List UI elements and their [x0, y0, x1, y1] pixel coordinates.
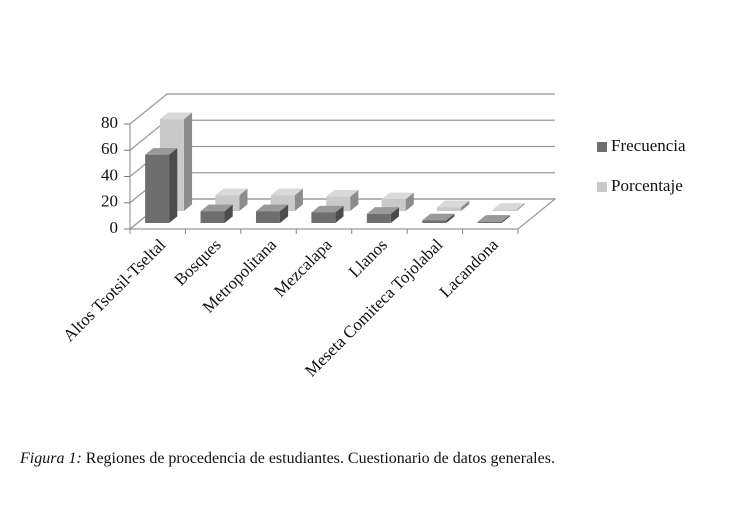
bar-side	[224, 204, 233, 223]
bar	[145, 148, 178, 223]
bar-side	[461, 200, 470, 211]
legend-swatch	[597, 182, 607, 192]
bar-front	[492, 209, 517, 211]
bar-side-shade	[446, 213, 455, 223]
x-tick-label: Mezcalapa	[270, 235, 336, 301]
bar	[477, 215, 510, 223]
bar-top-shade	[437, 200, 470, 208]
bar	[270, 188, 303, 211]
bar-side-shade	[183, 112, 193, 211]
bar-top-shade	[159, 112, 193, 120]
bar-top-shade	[255, 204, 289, 212]
bar-front	[255, 211, 280, 223]
bar-side	[279, 204, 289, 223]
bar-top	[366, 207, 399, 214]
bar-side	[446, 213, 455, 223]
bar-top	[437, 200, 470, 208]
bar-side	[501, 215, 510, 223]
bar	[311, 205, 344, 223]
bar-front	[477, 221, 502, 223]
bar-side	[169, 148, 178, 223]
bar-side-shade	[501, 215, 510, 223]
bar-top	[477, 215, 510, 222]
bar-side-shade	[335, 205, 344, 223]
bar-top	[381, 192, 414, 200]
bar-top-shade	[215, 188, 248, 196]
bar-top	[200, 204, 233, 212]
bar-top-shade	[270, 188, 303, 196]
bar-front	[437, 207, 462, 211]
y-tick-label: 40	[101, 165, 118, 184]
bar-front	[200, 211, 225, 223]
bar-side	[239, 188, 248, 211]
x-tick-label: Llanos	[345, 235, 391, 281]
bar-side-shade	[516, 203, 525, 211]
bar-top	[422, 213, 455, 221]
bar-front	[366, 213, 391, 223]
bar-top	[215, 188, 248, 196]
bar-side	[350, 189, 359, 211]
bar	[492, 203, 525, 211]
legend-swatch	[597, 142, 607, 152]
bar-top	[270, 188, 303, 196]
bar-side	[405, 192, 414, 211]
grid-line	[129, 145, 555, 177]
bar-side-shade	[461, 200, 470, 211]
bar-top	[311, 205, 344, 213]
bar-side	[294, 188, 303, 211]
bar-top	[255, 204, 289, 212]
caption: Figura 1: Regiones de procedencia de estu…	[20, 450, 555, 468]
y-tick-label: 60	[101, 139, 118, 158]
bar-top-shade	[326, 189, 359, 197]
grid-line	[129, 119, 555, 151]
y-tick-label: 0	[110, 218, 119, 237]
bar-top-shade	[311, 205, 344, 213]
bar-side-shade	[350, 189, 359, 211]
bar	[200, 204, 233, 223]
bar-front	[145, 154, 170, 223]
bar	[255, 204, 289, 223]
x-tick-label: Lacandona	[436, 235, 502, 301]
bar	[215, 188, 248, 211]
bar-top-shade	[422, 213, 455, 221]
bar-side-shade	[224, 204, 233, 223]
bar-front	[311, 212, 336, 223]
bar-side	[335, 205, 344, 223]
y-tick-label: 20	[101, 192, 118, 211]
bar-top-shade	[381, 192, 414, 200]
bar-side-shade	[390, 207, 399, 223]
bar	[422, 213, 455, 223]
caption-label: Figura 1:	[20, 450, 82, 467]
bar-side-shade	[279, 204, 289, 223]
bar-top	[492, 203, 525, 210]
bar-top-shade	[366, 207, 399, 214]
bar-side-shade	[169, 148, 178, 223]
bar	[326, 189, 359, 211]
bar-top-shade	[200, 204, 233, 212]
grid-line	[129, 93, 555, 125]
bar-top	[145, 148, 178, 155]
bar-side	[516, 203, 525, 211]
bar-top	[159, 112, 193, 120]
bar-top-shade	[477, 215, 510, 222]
bar-side-shade	[239, 188, 248, 211]
bar-side-shade	[294, 188, 303, 211]
bar-top-shade	[145, 148, 178, 155]
caption-text: Regiones de procedencia de estudiantes. …	[85, 450, 555, 467]
bar-side	[390, 207, 399, 223]
bar-side	[183, 112, 193, 211]
x-tick-label: Altos Tsotsil-Tseltal	[59, 235, 169, 345]
bar	[366, 207, 399, 223]
legend-label: Porcentaje	[611, 176, 683, 195]
legend-label: Frecuencia	[611, 136, 686, 155]
x-tick-label: Bosques	[171, 235, 225, 289]
bar-side-shade	[405, 192, 414, 211]
bar-top	[326, 189, 359, 197]
bar-front	[422, 220, 447, 223]
y-tick-label: 80	[101, 113, 118, 132]
bar-top-shade	[492, 203, 525, 210]
bar	[437, 200, 470, 211]
